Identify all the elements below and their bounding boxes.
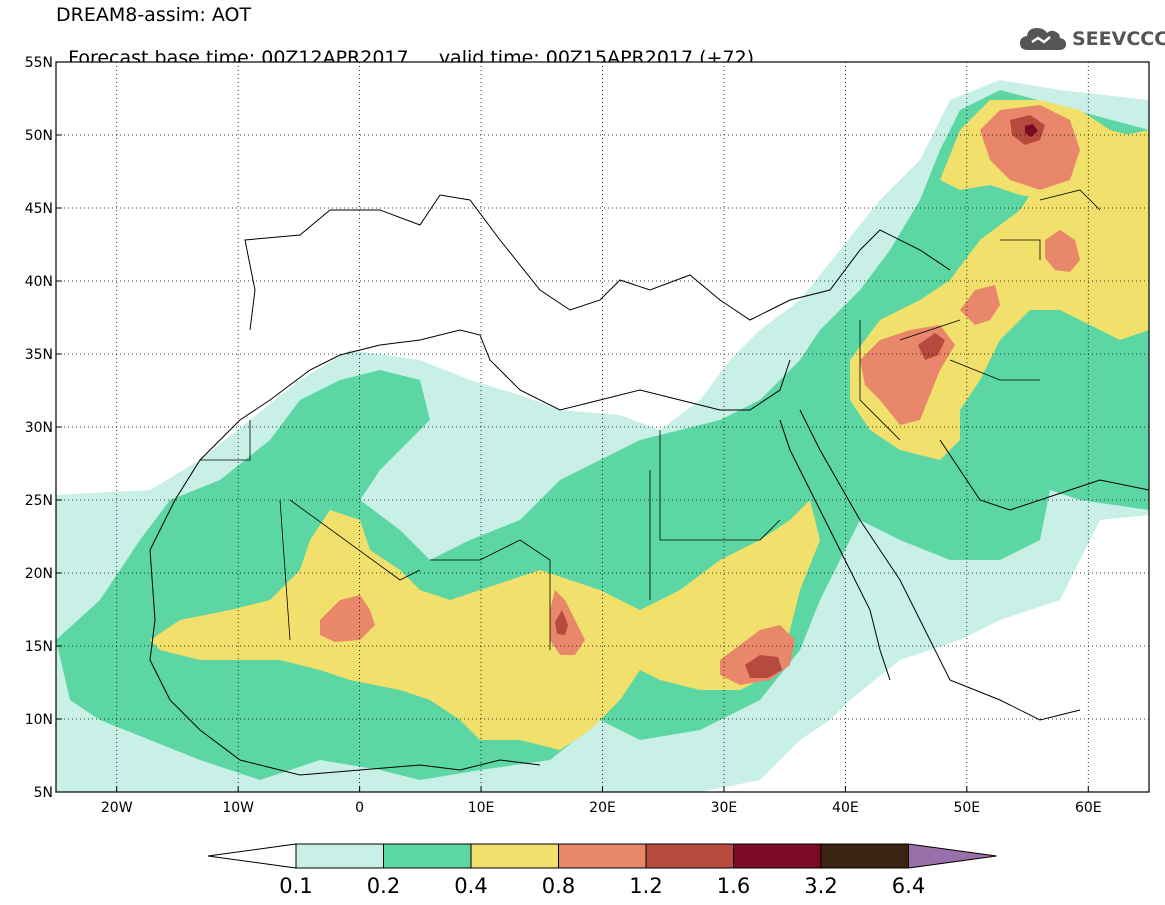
lat-label: 40N [25, 274, 53, 290]
colorbar-label: 1.6 [717, 874, 750, 898]
lon-label: 20E [589, 800, 616, 816]
aot-region-1-2-iraq [918, 333, 945, 360]
aot-region-0-8-chad [550, 590, 585, 655]
map-title: DREAM8-assim: AOT [56, 4, 252, 26]
logo-text: SEEVCCC [1072, 28, 1165, 50]
north-africa-coastline [149, 329, 791, 551]
colorbar-swatch [733, 843, 822, 869]
border-sahel [200, 420, 781, 650]
colorbar-swatch [295, 843, 384, 869]
lat-label: 45N [25, 201, 53, 217]
lon-label: 0 [355, 800, 364, 816]
colorbar-label: 6.4 [892, 874, 925, 898]
colorbar-over-arrow [908, 843, 997, 869]
lat-label: 10N [25, 712, 53, 728]
aot-region-1-2-sudan [745, 655, 782, 678]
aot-region-0-8-caspian [1045, 230, 1080, 272]
seevccc-logo: SEEVCCC [1018, 22, 1165, 56]
lon-label: 30E [711, 800, 738, 816]
lon-label: 10E [468, 800, 495, 816]
aot-field [56, 80, 1149, 792]
colorbar: 0.1 0.2 0.4 0.8 1.2 1.6 3.2 6.4 [207, 843, 997, 898]
red-sea-coastline [779, 419, 891, 681]
lat-label: 50N [25, 128, 53, 144]
colorbar-label: 0.2 [367, 874, 400, 898]
lat-label: 55N [25, 55, 53, 71]
aot-region-1-2-chad [555, 610, 568, 635]
aot-region-0-4 [150, 500, 820, 750]
colorbar-swatch [645, 843, 734, 869]
colorbar-label: 1.2 [629, 874, 662, 898]
colorbar-swatch [470, 843, 559, 869]
lon-label: 60E [1075, 800, 1102, 816]
colorbar-label: 0.4 [454, 874, 487, 898]
colorbar-label: 3.2 [804, 874, 837, 898]
gulf-coastline [939, 439, 1149, 511]
lon-label: 10W [222, 800, 254, 816]
aot-region-0-8-kazakh [980, 105, 1080, 190]
west-africa-coastline [149, 549, 541, 776]
colorbar-label: 0.1 [279, 874, 312, 898]
lat-label: 25N [25, 493, 53, 509]
lat-label: 5N [34, 785, 53, 801]
europe-coastline [244, 194, 951, 331]
colorbar-swatch [820, 843, 909, 869]
aot-region-3-2-kazakh [1025, 124, 1038, 137]
lat-label: 15N [25, 639, 53, 655]
longitude-labels: 20W 10W 0 10E 20E 30E 40E 50E 60E [101, 786, 1102, 816]
lon-label: 50E [953, 800, 980, 816]
aot-region-0-8-caucasus [960, 285, 1000, 325]
colorbar-swatch [383, 843, 472, 869]
lat-label: 35N [25, 347, 53, 363]
cloud-icon [1020, 28, 1066, 50]
aot-region-0-8-mali [320, 595, 375, 642]
border-middle-east [859, 189, 1101, 441]
colorbar-label: 0.8 [542, 874, 575, 898]
coastlines [149, 189, 1149, 776]
colorbar-under-arrow [207, 843, 297, 869]
latitude-labels: 55N 50N 45N 40N 35N 30N 25N 20N 15N 10N 5N [25, 55, 62, 801]
gridlines [56, 62, 1149, 792]
arabia-coastline [799, 409, 1081, 721]
lon-label: 20W [101, 800, 133, 816]
lat-label: 30N [25, 420, 53, 436]
colorbar-swatch [558, 843, 647, 869]
lat-label: 20N [25, 566, 53, 582]
lon-label: 40E [832, 800, 859, 816]
